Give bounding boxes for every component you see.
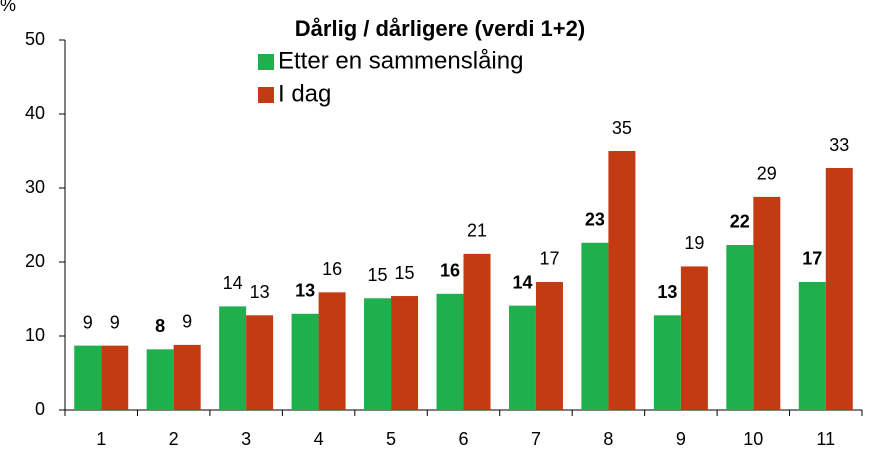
data-label: 9 (182, 312, 192, 332)
bar (364, 298, 392, 410)
data-label: 16 (322, 259, 342, 279)
x-tick-label: 3 (241, 429, 251, 449)
x-tick-label: 7 (531, 429, 541, 449)
data-label: 21 (467, 221, 487, 241)
x-tick-label: 1 (96, 429, 106, 449)
x-tick-label: 4 (314, 429, 324, 449)
data-label: 17 (802, 249, 822, 269)
data-label: 19 (684, 233, 704, 253)
data-label: 22 (730, 212, 750, 232)
data-label: 15 (395, 263, 415, 283)
x-tick-label: 10 (743, 429, 763, 449)
legend-swatch (258, 54, 274, 70)
bar (436, 293, 464, 410)
bar (391, 296, 419, 410)
bar (173, 344, 201, 410)
legend-label: Etter en sammenslåing (278, 47, 523, 74)
data-label: 33 (829, 135, 849, 155)
data-label: 13 (295, 281, 315, 301)
data-label: 35 (612, 118, 632, 138)
y-tick-label: 0 (35, 399, 45, 419)
y-tick-label: 30 (25, 177, 45, 197)
data-label: 16 (440, 261, 460, 281)
legend-label: I dag (278, 80, 331, 107)
chart-title: Dårlig / dårligere (verdi 1+2) (295, 16, 585, 41)
bar (219, 306, 247, 410)
data-label: 9 (110, 312, 120, 332)
data-label: 14 (223, 273, 243, 293)
x-tick-label: 11 (816, 429, 835, 449)
bar (680, 266, 708, 410)
bar (463, 253, 491, 410)
x-tick-label: 9 (676, 429, 686, 449)
bar (608, 151, 636, 410)
x-tick-label: 2 (169, 429, 179, 449)
bar (653, 315, 681, 410)
x-tick-label: 5 (386, 429, 396, 449)
data-label: 23 (585, 210, 605, 230)
legend-swatch (258, 87, 274, 103)
data-label: 14 (512, 272, 532, 292)
bar (291, 313, 319, 410)
y-tick-label: 10 (25, 325, 45, 345)
x-tick-label: 8 (603, 429, 613, 449)
bar (753, 196, 781, 410)
data-label: 9 (83, 312, 93, 332)
y-tick-label: 50 (25, 29, 45, 49)
data-label: 29 (757, 164, 777, 184)
data-label: 8 (155, 316, 165, 336)
y-tick-label: 20 (25, 251, 45, 271)
data-label: 13 (657, 282, 677, 302)
bar (146, 349, 174, 410)
bar (101, 345, 129, 410)
x-tick-label: 6 (458, 429, 468, 449)
bar (581, 242, 609, 410)
y-tick-label: 40 (25, 103, 45, 123)
bar (825, 168, 853, 410)
data-label: 15 (368, 265, 388, 285)
data-label: 13 (250, 282, 270, 302)
bar (535, 281, 563, 410)
bar (726, 244, 754, 410)
bar (318, 292, 346, 410)
bar (74, 345, 102, 410)
bar (508, 305, 536, 410)
y-axis-label: % (0, 0, 16, 15)
data-label: 17 (539, 249, 559, 269)
bar (246, 315, 274, 410)
bar (798, 281, 826, 410)
